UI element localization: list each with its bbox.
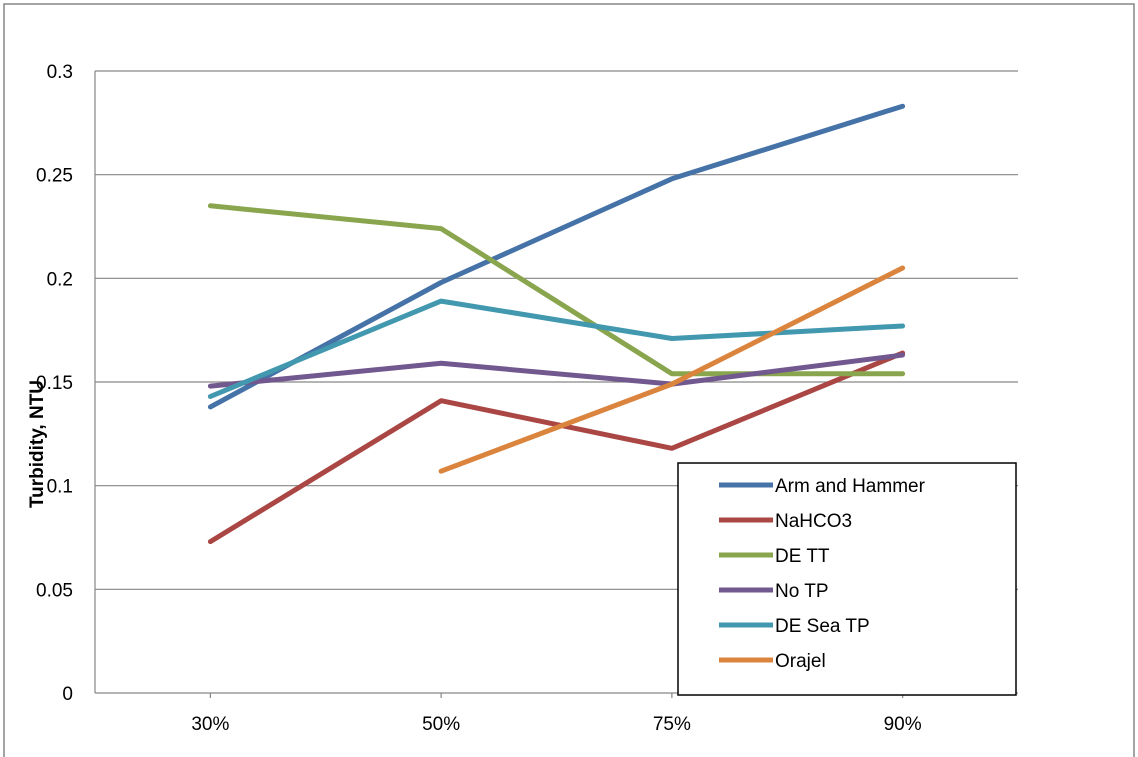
x-tick-label: 90% — [884, 714, 922, 735]
legend-entry-label: Orajel — [775, 651, 826, 672]
legend-entry-label: DE Sea TP — [775, 616, 870, 637]
legend-entry-label: No TP — [775, 581, 829, 602]
y-tick-label: 0.05 — [36, 580, 73, 601]
y-tick-labels: 0 0.05 0.1 0.15 0.2 0.25 0.3 — [36, 62, 73, 705]
legend-entry-label: DE TT — [775, 546, 830, 567]
y-axis-title: Turbidity, NTU — [27, 380, 48, 508]
y-tick-label: 0.15 — [36, 373, 73, 394]
legend: Arm and Hammer NaHCO3 DE TT No TP DE Sea TP O… — [677, 462, 1017, 696]
series-line-5 — [438, 265, 906, 474]
series-line-1 — [207, 350, 906, 545]
y-tick-label: 0 — [62, 684, 73, 705]
x-tick-label: 30% — [191, 714, 229, 735]
x-tick-labels: 30% 50% 75% 90% — [191, 714, 921, 735]
y-tick-label: 0.1 — [47, 477, 73, 498]
series-line-4 — [207, 298, 906, 399]
y-tick-label: 0.3 — [47, 62, 73, 83]
y-tick-label: 0.25 — [36, 166, 73, 187]
series-line-3 — [207, 352, 906, 389]
y-tick-label: 0.2 — [47, 269, 73, 290]
x-tick-label: 75% — [653, 714, 691, 735]
legend-entry-label: Arm and Hammer — [775, 476, 926, 497]
legend-entry-label: NaHCO3 — [775, 511, 852, 532]
series-lines — [207, 103, 906, 545]
series-line-2 — [207, 203, 906, 377]
x-tick-label: 50% — [422, 714, 460, 735]
legend-box — [677, 462, 1017, 696]
series-line-0 — [207, 103, 906, 410]
